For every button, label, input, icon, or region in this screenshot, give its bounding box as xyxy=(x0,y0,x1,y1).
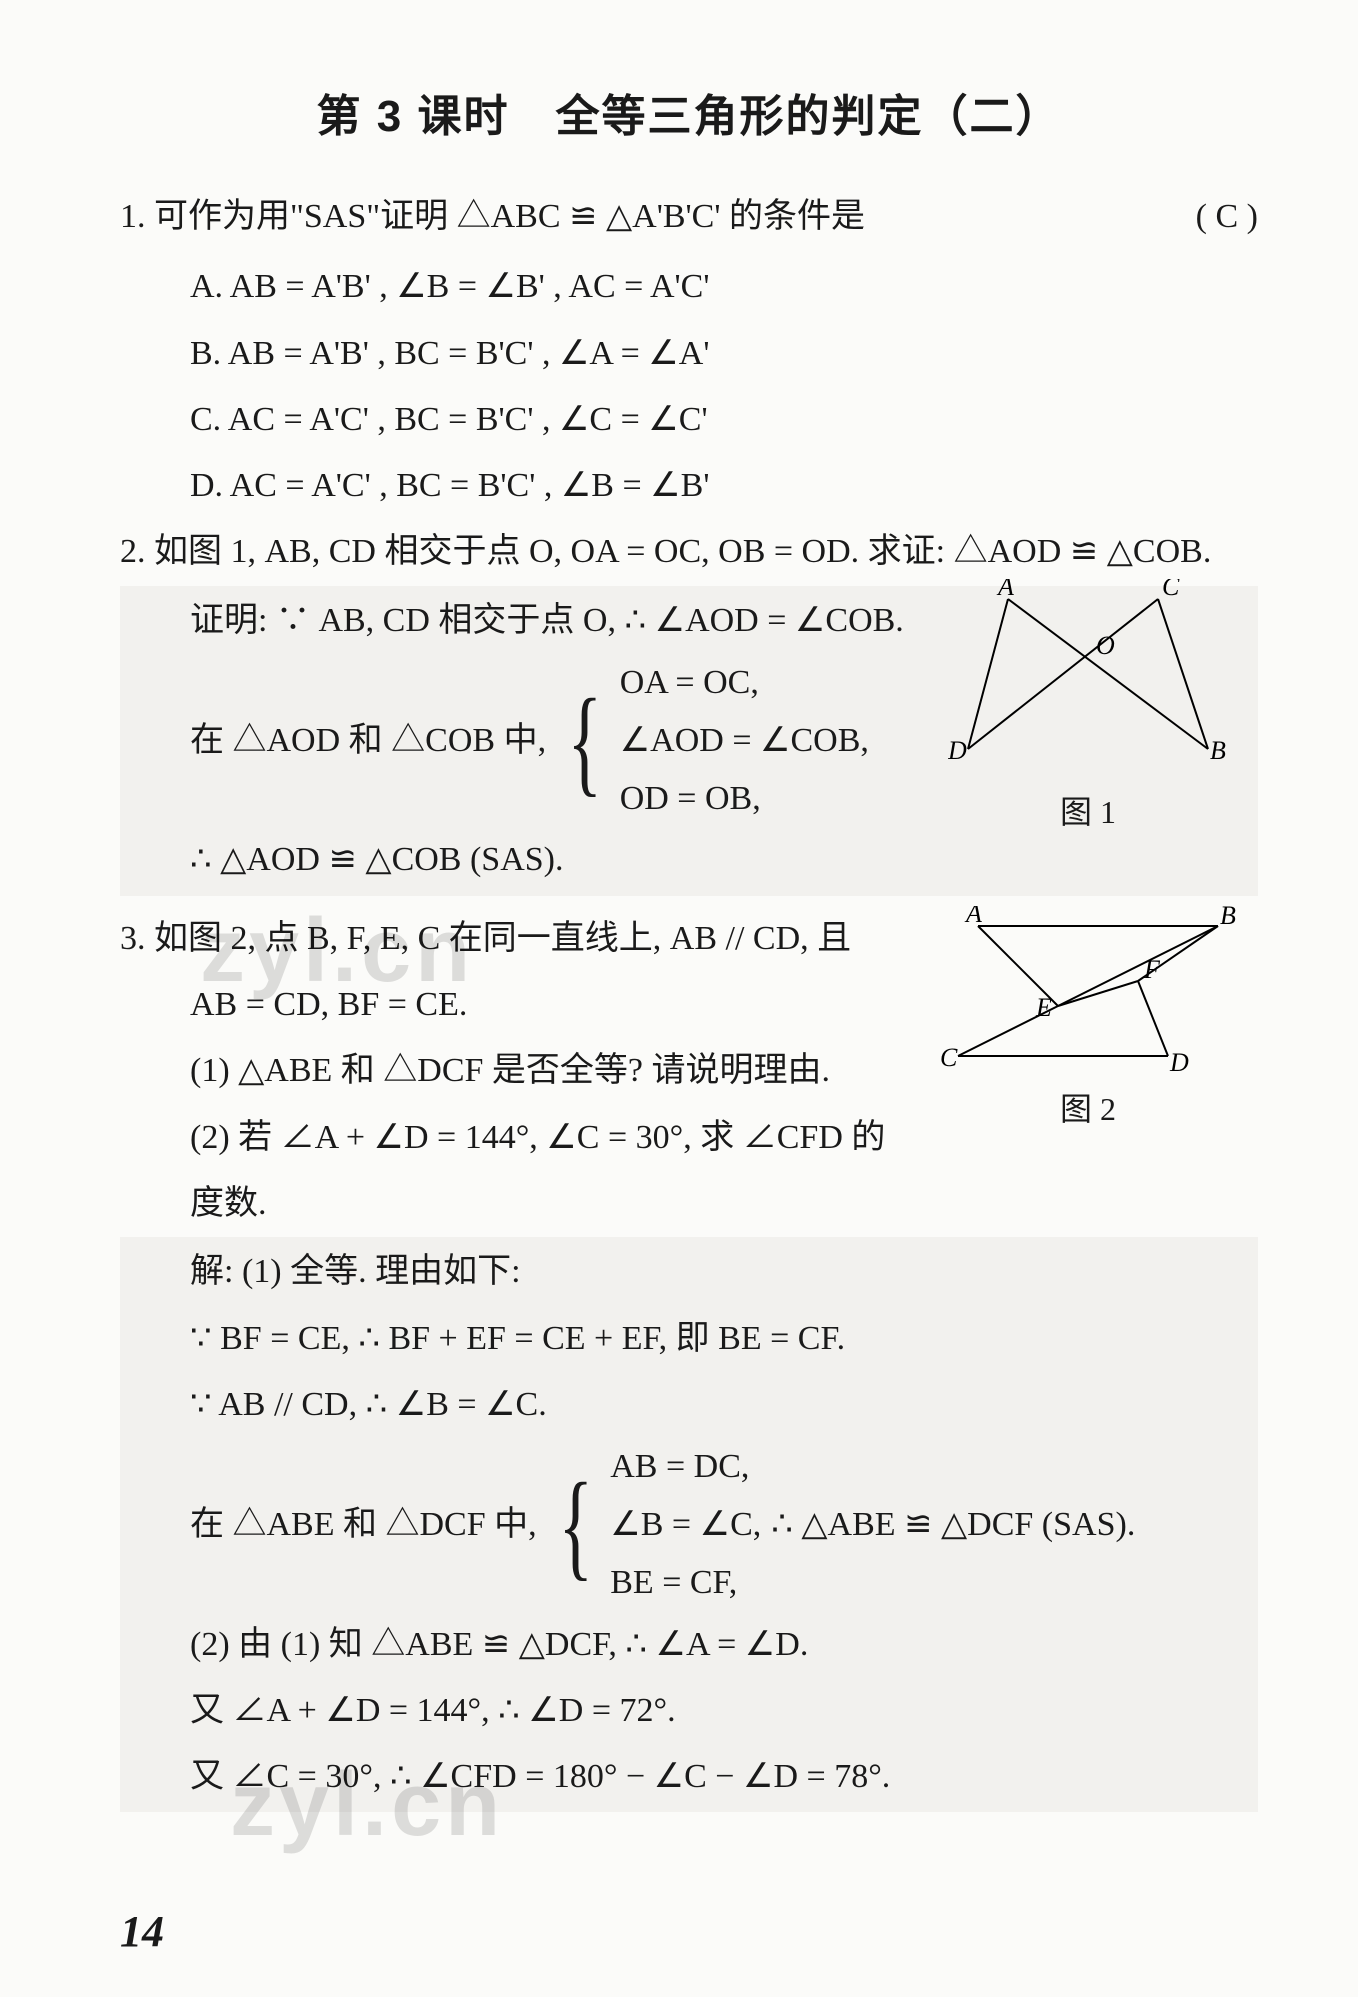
question-3: A B C D E F 图 2 3. 如图 2, 点 B, F, E, C 在同… xyxy=(120,906,1258,1813)
fig2-label-f: F xyxy=(1143,955,1161,984)
q2-brace-3: OD = OB, xyxy=(620,770,869,828)
q2-proof-conclusion: ∴ △AOD ≌ △COB (SAS). xyxy=(120,827,1258,893)
fig2-label-a: A xyxy=(964,906,982,928)
q3-sol2-l3: 又 ∠C = 30°, ∴ ∠CFD = 180° − ∠C − ∠D = 78… xyxy=(120,1744,1258,1810)
q3-sol-brace-tail: ∴ △ABE ≌ △DCF (SAS). xyxy=(771,1492,1135,1558)
q3-stem-text1: 如图 2, 点 B, F, E, C 在同一直线上, AB // CD, 且 xyxy=(154,920,851,957)
fig1-label-o: O xyxy=(1096,631,1115,660)
q3-sol-head: 解: (1) 全等. 理由如下: xyxy=(120,1239,1258,1305)
q2-stem: 2. 如图 1, AB, CD 相交于点 O, OA = OC, OB = OD… xyxy=(120,519,1258,585)
q2-number: 2. xyxy=(120,533,146,570)
q3-sub2b: 度数. xyxy=(120,1171,1258,1237)
figure-1-svg: A C D B O xyxy=(948,579,1228,779)
q2-brace-1: OA = OC, xyxy=(620,654,869,712)
q3-brace-2: ∠B = ∠C, xyxy=(610,1496,761,1554)
q3-solution: 解: (1) 全等. 理由如下: ∵ BF = CE, ∴ BF + EF = … xyxy=(120,1237,1258,1812)
q2-brace-2: ∠AOD = ∠COB, xyxy=(620,712,869,770)
fig2-label-e: E xyxy=(1035,993,1052,1022)
q1-stem: 1. 可作为用"SAS"证明 △ABC ≌ △A'B'C' 的条件是 xyxy=(120,184,865,250)
question-1: 1. 可作为用"SAS"证明 △ABC ≌ △A'B'C' 的条件是 ( C )… xyxy=(120,184,1258,519)
q3-sol2-l1: (2) 由 (1) 知 △ABE ≌ △DCF, ∴ ∠A = ∠D. xyxy=(120,1612,1258,1678)
fig2-label-d: D xyxy=(1169,1048,1189,1076)
fig2-label-b: B xyxy=(1220,906,1236,930)
figure-1-caption: 图 1 xyxy=(938,787,1238,833)
figure-2-caption: 图 2 xyxy=(928,1084,1248,1130)
q3-brace-1: AB = DC, xyxy=(610,1438,761,1496)
fig2-label-c: C xyxy=(940,1043,958,1072)
q2-proof-lead: 在 △AOD 和 △COB 中, xyxy=(190,708,546,774)
q1-answer-slot: ( C ) xyxy=(1158,184,1258,250)
q3-sol-l1: ∵ BF = CE, ∴ BF + EF = CE + EF, 即 BE = C… xyxy=(120,1306,1258,1372)
fig1-label-a: A xyxy=(996,579,1014,601)
q3-sol-brace-lead: 在 △ABE 和 △DCF 中, xyxy=(190,1492,537,1558)
q1-text: 可作为用"SAS"证明 △ABC ≌ △A'B'C' 的条件是 xyxy=(154,198,865,235)
q3-sol-l2: ∵ AB // CD, ∴ ∠B = ∠C. xyxy=(120,1372,1258,1438)
page: 第 3 课时 全等三角形的判定（二） 1. 可作为用"SAS"证明 △ABC ≌… xyxy=(0,0,1358,1997)
fig1-label-d: D xyxy=(948,736,967,765)
fig1-label-b: B xyxy=(1210,736,1226,765)
q1-answer: C xyxy=(1215,198,1238,235)
q1-option-b: B. AB = A'B' , BC = B'C' , ∠A = ∠A' xyxy=(120,321,1258,387)
q1-option-a: A. AB = A'B' , ∠B = ∠B' , AC = A'C' xyxy=(120,254,1258,320)
page-number: 14 xyxy=(120,1906,164,1957)
question-2: 2. 如图 1, AB, CD 相交于点 O, OA = OC, OB = OD… xyxy=(120,519,1258,895)
fig1-label-c: C xyxy=(1162,579,1180,601)
q3-sol2-l2: 又 ∠A + ∠D = 144°, ∴ ∠D = 72°. xyxy=(120,1678,1258,1744)
q2-text: 如图 1, AB, CD 相交于点 O, OA = OC, OB = OD. 求… xyxy=(154,533,1211,570)
q1-option-c: C. AC = A'C' , BC = B'C' , ∠C = ∠C' xyxy=(120,387,1258,453)
figure-2: A B C D E F 图 2 xyxy=(928,906,1248,1130)
lesson-title: 第 3 课时 全等三角形的判定（二） xyxy=(120,80,1258,144)
q3-brace-3: BE = CF, xyxy=(610,1554,761,1612)
brace-icon: { xyxy=(558,1477,593,1573)
figure-1: A C D B O 图 1 xyxy=(938,579,1238,833)
q1-number: 1. xyxy=(120,198,146,235)
figure-2-svg: A B C D E F xyxy=(938,906,1238,1076)
q1-option-d: D. AC = A'C' , BC = B'C' , ∠B = ∠B' xyxy=(120,453,1258,519)
brace-icon: { xyxy=(568,693,603,789)
q3-number: 3. xyxy=(120,920,146,957)
q3-sol-system: 在 △ABE 和 △DCF 中, { AB = DC, ∠B = ∠C, BE … xyxy=(120,1438,1258,1611)
